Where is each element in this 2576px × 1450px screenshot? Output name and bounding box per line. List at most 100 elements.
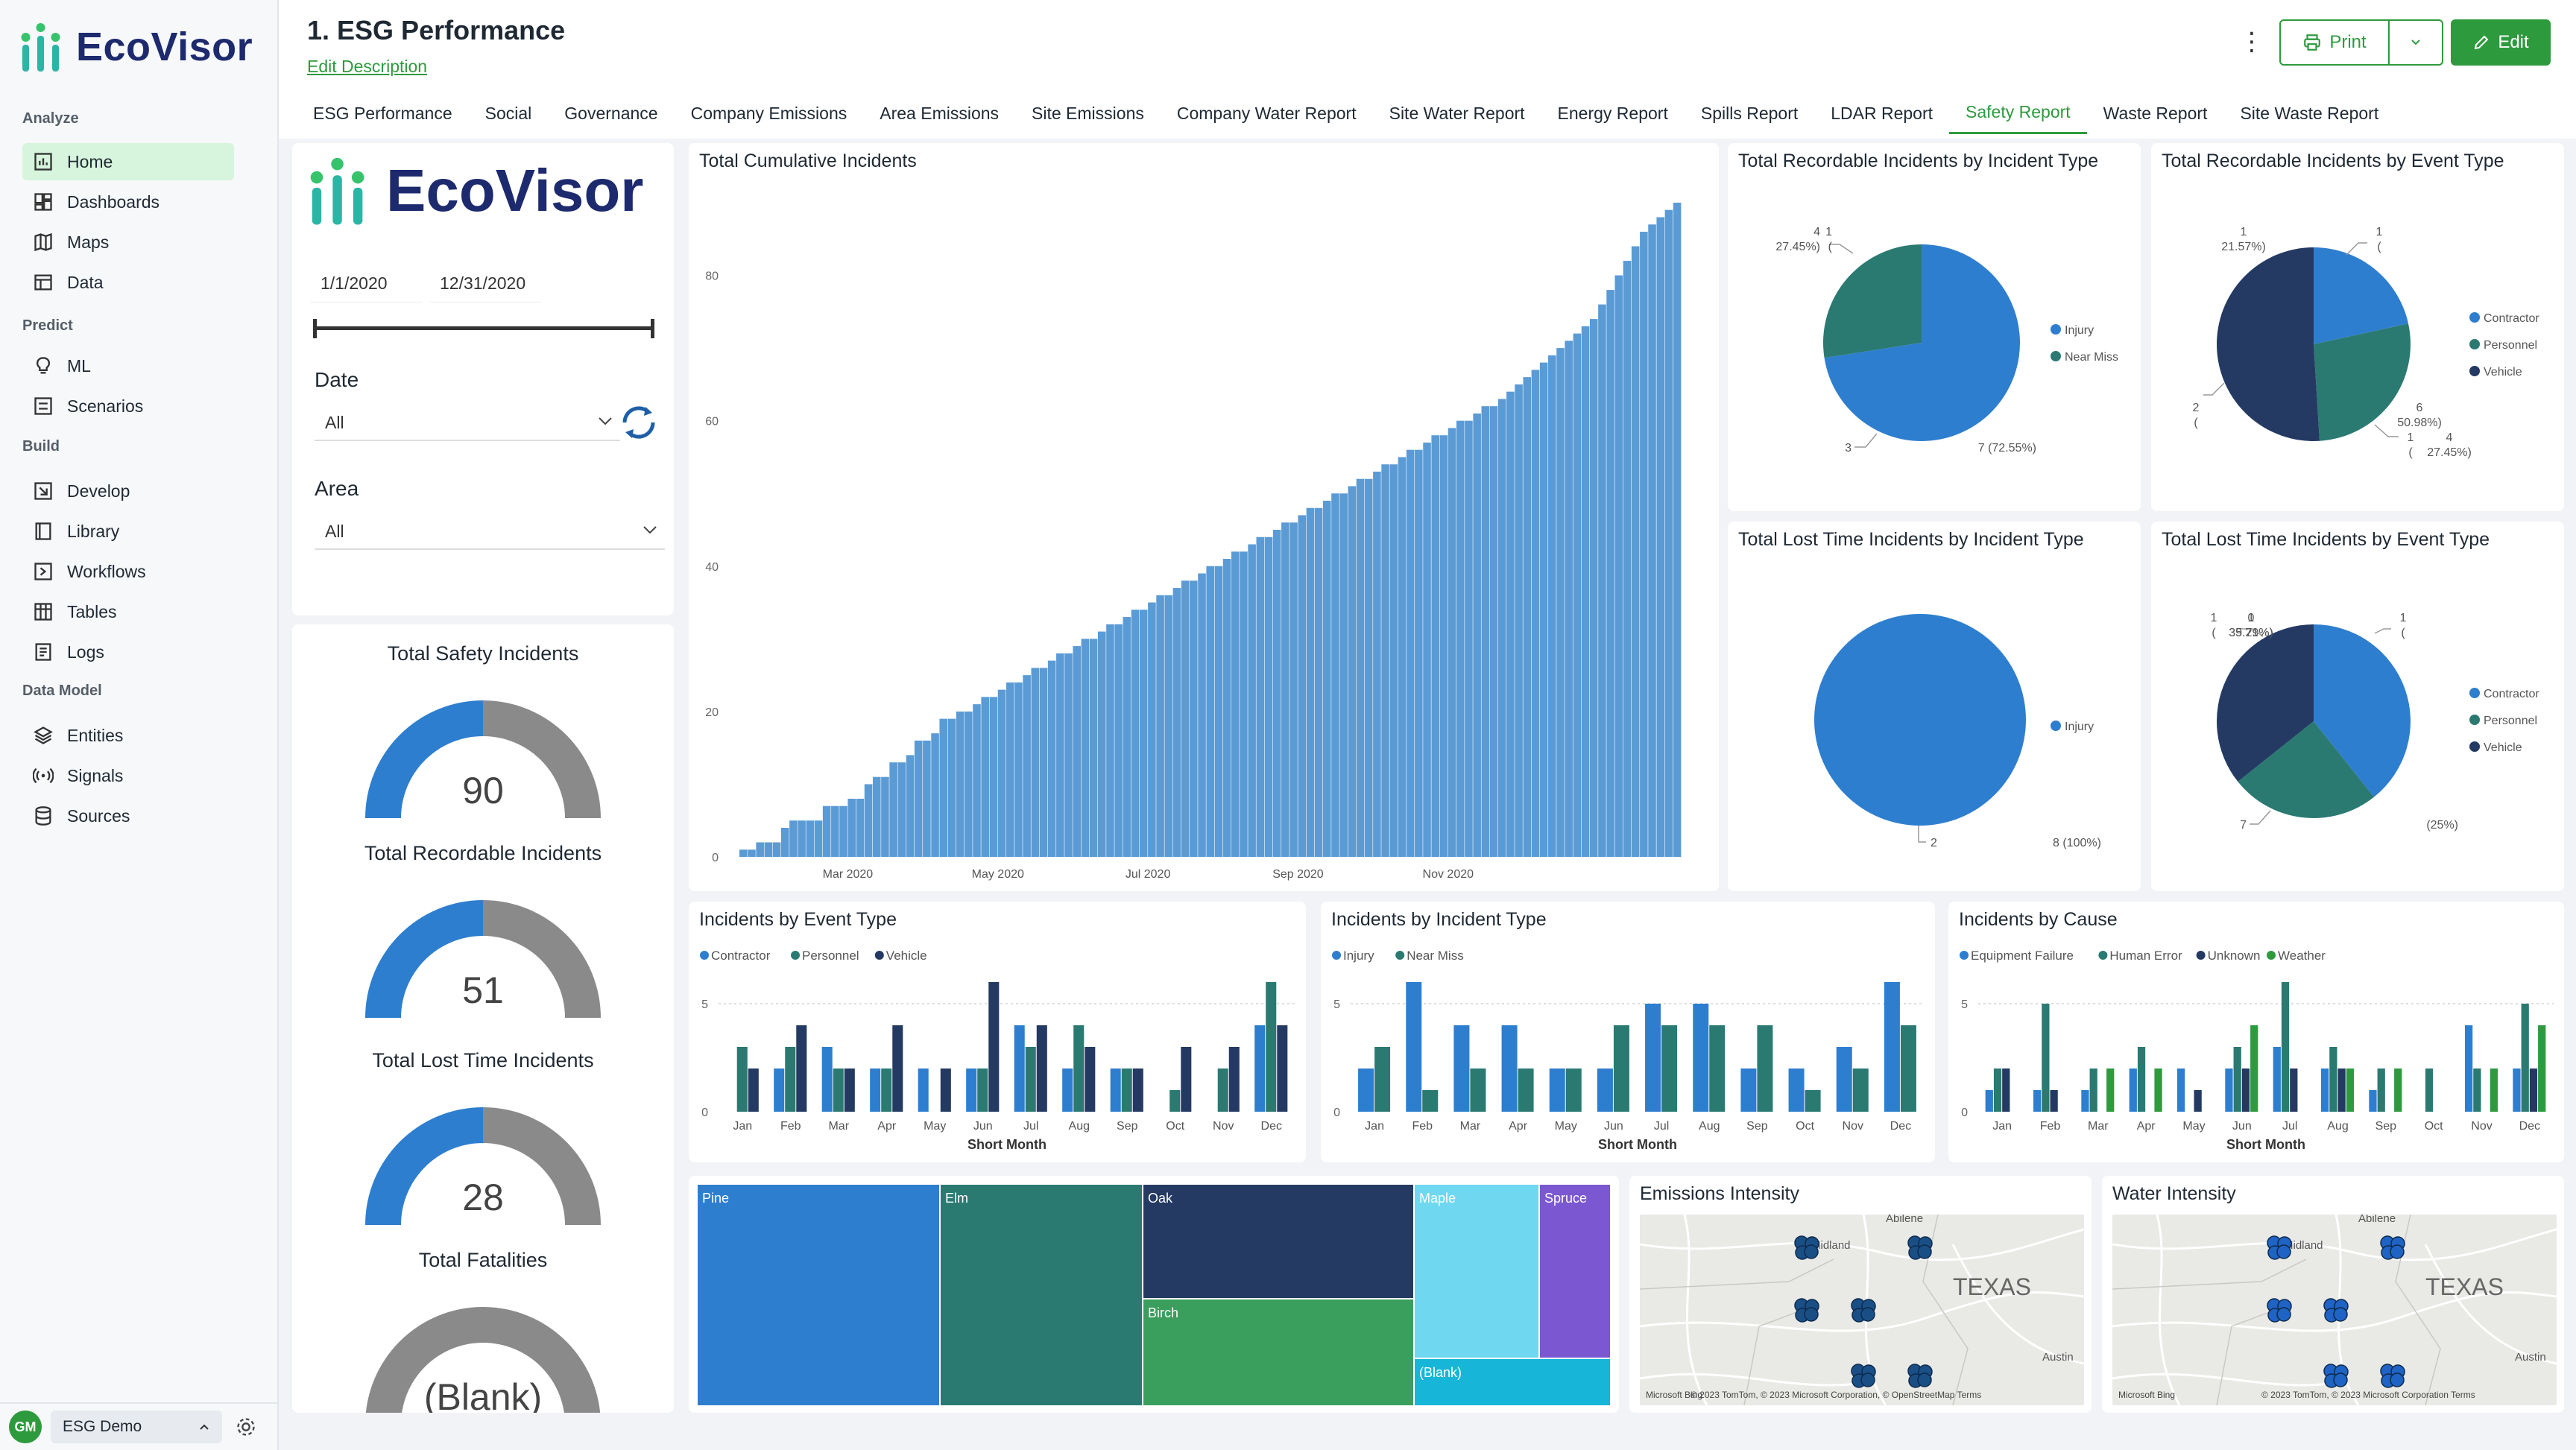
sidebar-item-signals[interactable]: Signals [22,757,234,794]
tab-area-emissions[interactable]: Area Emissions [880,103,1000,123]
x-tick-label: Sep 2020 [1272,868,1324,881]
cumulative-bar [1506,391,1515,857]
refresh-icon[interactable] [616,399,662,446]
tab-governance[interactable]: Governance [564,103,658,123]
tab-spills-report[interactable]: Spills Report [1700,103,1799,123]
sidebar-item-dashboards[interactable]: Dashboards [22,183,234,221]
sidebar-item-entities[interactable]: Entities [22,717,234,754]
sidebar-item-home[interactable]: Home [22,143,234,180]
sidebar-item-sources[interactable]: Sources [22,797,234,835]
area-treemap[interactable]: Pine Elm Oak Birch Maple Spruce (Blank) [689,1176,1619,1413]
sidebar-item-develop[interactable]: Develop [22,472,234,510]
map-boundary [2112,1259,2307,1290]
incidents-by-event-type-chart[interactable]: Incidents by Event Type Contractor Person… [689,902,1306,1162]
sidebar-item-scenarios[interactable]: Scenarios [22,387,234,425]
bar-chart-svg: Equipment Failure Human Error Unknown Weath… [1960,949,2554,1152]
map-marker-blob [1804,1307,1819,1322]
tab-site-waste-report[interactable]: Site Waste Report [2240,103,2379,123]
sidebar-item-library[interactable]: Library [22,513,234,550]
tab-energy-report[interactable]: Energy Report [1557,103,1668,123]
tab-esg-performance[interactable]: ESG Performance [313,103,452,123]
tab-site-water-report[interactable]: Site Water Report [1389,103,1525,123]
bar [1613,1025,1629,1112]
tab-social[interactable]: Social [484,103,532,123]
water-intensity-map[interactable]: Water Intensity TEXAS Abilene Midland Austin… [2102,1176,2564,1413]
brand-logo[interactable]: EcoVisor [21,21,253,73]
date-select[interactable]: All [315,405,620,441]
incidents-by-cause-chart[interactable]: Incidents by Cause Equipment Failure Huma… [1948,902,2564,1162]
x-tick-label: May [2182,1120,2205,1133]
tab-safety-report[interactable]: Safety Report [1949,92,2087,134]
tab-company-water-report[interactable]: Company Water Report [1176,103,1357,123]
lost-time-by-event-type-chart[interactable]: Total Lost Time Incidents by Event Type … [2151,522,2564,891]
treemap-cell-label: Oak [1148,1191,1173,1206]
recordable-by-event-type-chart[interactable]: Total Recordable Incidents by Event Type… [2151,143,2564,511]
map-marker-blob [2276,1244,2291,1259]
sidebar-item-ml[interactable]: ML [22,347,234,384]
area-select-value: All [325,521,344,541]
y-tick-label: 0 [701,1107,708,1119]
pie-svg: 11(39.29%)7 (25%)10(35.71%)ContractorPer… [2211,612,2540,832]
cumulative-bar [1497,399,1506,857]
area-select[interactable]: All [315,514,665,550]
pie-label: 11 [2241,226,2383,238]
cumulative-incidents-chart[interactable]: Total Cumulative Incidents 0 20 40 60 80 Mar … [689,143,1719,891]
treemap-cell-label: Birch [1148,1305,1179,1320]
legend-dot [2469,339,2480,349]
edit-button[interactable]: Edit [2451,19,2551,66]
tab-company-emissions[interactable]: Company Emissions [690,103,847,123]
sidebar-item-maps[interactable]: Maps [22,224,234,261]
edit-description-link[interactable]: Edit Description [307,57,428,76]
x-tick-label: Jun [2232,1120,2252,1133]
cumulative-bar [864,784,873,857]
sidebar-item-data[interactable]: Data [22,264,234,301]
bar-chart-svg: Injury Near Miss 0 5 Jan Feb Mar Apr May Jun Jul Au… [1332,949,1925,1152]
more-options-icon[interactable]: ⋮ [2239,28,2264,56]
emissions-intensity-map[interactable]: Emissions Intensity TEXAS Abilene Midland Au… [1629,1176,2092,1413]
cumulative-bar [1023,675,1031,857]
treemap-cell[interactable]: Elm [941,1185,1142,1405]
cumulative-bar [1439,435,1448,857]
kpi-title: Total Recordable Incidents [364,842,602,864]
map-canvas[interactable]: TEXAS Abilene Midland Austin Microsoft Bing ©… [2112,1215,2557,1405]
slider-handle-start[interactable] [313,319,317,338]
date-range-slider[interactable] [313,317,654,340]
cumulative-bar [1614,275,1623,857]
pie-svg: 28 (100%) Injury [1814,614,2101,849]
recordable-by-incident-type-chart[interactable]: Total Recordable Incidents by Incident T… [1728,143,2141,511]
treemap-cell[interactable]: Oak [1143,1185,1413,1298]
cumulative-bar [1081,639,1090,857]
x-tick-label: Dec [1261,1120,1282,1133]
tab-site-emissions[interactable]: Site Emissions [1032,103,1144,123]
gear-icon[interactable] [236,1416,256,1437]
map-canvas[interactable]: TEXAS Abilene Midland Austin Microsoft Bing ©… [1640,1215,2084,1405]
treemap-cell[interactable]: Pine [698,1185,939,1405]
tab-waste-report[interactable]: Waste Report [2103,103,2208,123]
treemap-cell[interactable]: (Blank) [1415,1359,1610,1405]
treemap-cell[interactable]: Birch [1143,1299,1413,1405]
bar [2233,1047,2241,1112]
sidebar-item-tables[interactable]: Tables [22,593,234,630]
workspace-selector[interactable]: ESG Demo [51,1411,222,1443]
print-button[interactable]: Print [2279,19,2390,66]
legend-label: Near Miss [2065,351,2118,364]
treemap-cell[interactable]: Maple [1415,1185,1538,1358]
sidebar-item-workflows[interactable]: Workflows [22,553,234,590]
slider-handle-end[interactable] [651,319,654,338]
tab-ldar-report[interactable]: LDAR Report [1831,103,1933,123]
date-end-input[interactable]: 12/31/2020 [429,265,541,303]
gauge-remainder [365,1306,601,1413]
sidebar-section-analyze: Analyze [22,110,79,127]
lost-time-by-incident-type-chart[interactable]: Total Lost Time Incidents by Incident Ty… [1728,522,2141,891]
pencil-icon [2475,35,2489,50]
treemap-cell[interactable]: Spruce [1540,1185,1610,1358]
cumulative-bar [1531,370,1540,857]
avatar[interactable]: GM [9,1411,42,1443]
date-start-input[interactable]: 1/1/2020 [310,265,422,303]
incidents-by-incident-type-chart[interactable]: Incidents by Incident Type Injury Near Mi… [1321,902,1935,1162]
legend-dot [2469,366,2480,376]
print-options-button[interactable] [2388,19,2443,66]
sidebar-section-predict: Predict [22,317,73,334]
gauge-remainder [483,700,601,818]
sidebar-item-logs[interactable]: Logs [22,633,234,671]
